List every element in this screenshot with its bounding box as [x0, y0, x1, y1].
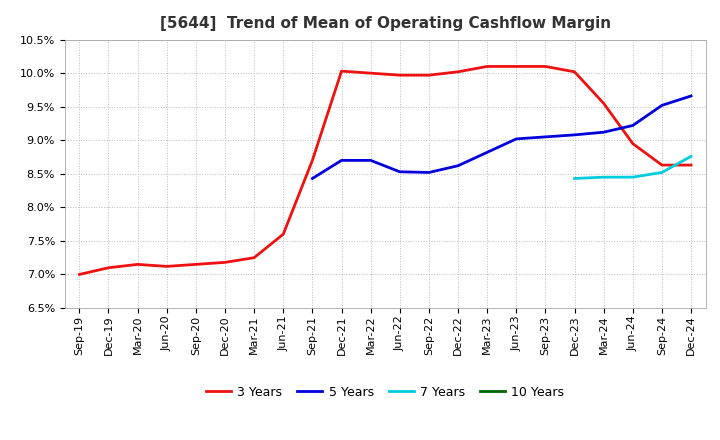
3 Years: [512, 64, 521, 69]
3 Years: [541, 64, 550, 69]
5 Years: [425, 170, 433, 175]
3 Years: [104, 265, 113, 270]
3 Years: [75, 272, 84, 277]
3 Years: [279, 231, 287, 237]
3 Years: [425, 73, 433, 78]
3 Years: [220, 260, 229, 265]
7 Years: [599, 175, 608, 180]
3 Years: [395, 73, 404, 78]
5 Years: [657, 103, 666, 108]
5 Years: [541, 134, 550, 139]
3 Years: [192, 262, 200, 267]
3 Years: [687, 162, 696, 168]
Line: 5 Years: 5 Years: [312, 96, 691, 179]
5 Years: [454, 163, 462, 169]
Title: [5644]  Trend of Mean of Operating Cashflow Margin: [5644] Trend of Mean of Operating Cashfl…: [160, 16, 611, 32]
3 Years: [163, 264, 171, 269]
3 Years: [570, 69, 579, 74]
Legend: 3 Years, 5 Years, 7 Years, 10 Years: 3 Years, 5 Years, 7 Years, 10 Years: [201, 381, 570, 404]
5 Years: [483, 150, 492, 155]
3 Years: [366, 70, 375, 76]
3 Years: [454, 69, 462, 74]
7 Years: [570, 176, 579, 181]
3 Years: [337, 69, 346, 74]
5 Years: [570, 132, 579, 138]
3 Years: [599, 101, 608, 106]
3 Years: [629, 141, 637, 146]
5 Years: [599, 129, 608, 135]
3 Years: [250, 255, 258, 260]
7 Years: [629, 175, 637, 180]
5 Years: [337, 158, 346, 163]
5 Years: [512, 136, 521, 142]
7 Years: [687, 154, 696, 159]
3 Years: [657, 162, 666, 168]
3 Years: [308, 158, 317, 163]
3 Years: [133, 262, 142, 267]
Line: 3 Years: 3 Years: [79, 66, 691, 275]
5 Years: [308, 176, 317, 181]
5 Years: [395, 169, 404, 174]
5 Years: [366, 158, 375, 163]
Line: 7 Years: 7 Years: [575, 156, 691, 179]
5 Years: [629, 123, 637, 128]
5 Years: [687, 93, 696, 99]
3 Years: [483, 64, 492, 69]
7 Years: [657, 170, 666, 175]
